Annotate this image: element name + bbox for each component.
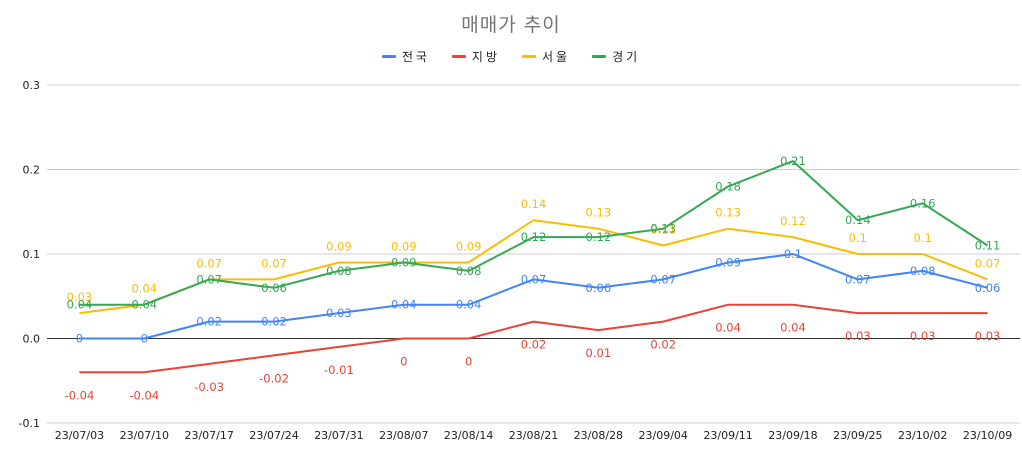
legend-label-1: 지방 <box>471 50 500 64</box>
data-label: 0.08 <box>456 264 482 278</box>
y-tick-label: 0.0 <box>23 333 41 346</box>
y-tick-label: 0.3 <box>23 79 41 92</box>
data-label: 0.09 <box>456 239 482 253</box>
data-label: 0.21 <box>780 154 806 168</box>
data-label: 0.02 <box>521 338 547 352</box>
data-label: 0.12 <box>780 214 806 228</box>
data-label: 0.06 <box>261 281 287 295</box>
data-label: 0.13 <box>715 206 741 220</box>
x-tick-label: 23/07/24 <box>249 429 298 442</box>
data-label: 0.03 <box>975 329 1001 343</box>
data-label: 0 <box>400 355 407 369</box>
data-label: -0.02 <box>259 371 289 385</box>
data-label: 0.07 <box>261 256 287 270</box>
data-label: 0.06 <box>975 281 1001 295</box>
data-label: 0.07 <box>975 256 1001 270</box>
data-label: 0.13 <box>586 206 612 220</box>
legend-swatch-3 <box>592 55 607 58</box>
series-line-1 <box>79 303 988 374</box>
data-label: 0.03 <box>910 329 936 343</box>
data-label: 0 <box>141 332 148 346</box>
data-label: 0 <box>76 332 83 346</box>
x-tick-label: 23/07/10 <box>120 429 169 442</box>
x-tick-label: 23/07/17 <box>184 429 233 442</box>
legend-swatch-1 <box>451 55 466 58</box>
data-label: 0.06 <box>586 281 612 295</box>
data-label: 0.08 <box>910 264 936 278</box>
data-label: 0.03 <box>67 290 93 304</box>
data-label: 0.07 <box>196 272 222 286</box>
x-tick-label: 23/07/31 <box>314 429 363 442</box>
data-label: 0.12 <box>521 230 547 244</box>
x-tick-label: 23/08/14 <box>444 429 493 442</box>
data-label: 0.09 <box>715 255 741 269</box>
legend-label-3: 경기 <box>612 50 641 64</box>
legend-item-1[interactable]: 지방 <box>451 48 500 65</box>
legend-label-0: 전국 <box>401 50 430 64</box>
data-label: 0.07 <box>521 272 547 286</box>
data-label: 0.04 <box>391 298 417 312</box>
x-tick-label: 23/09/11 <box>703 429 752 442</box>
series-line-0 <box>79 253 988 340</box>
data-label: 0.07 <box>650 272 676 286</box>
data-label: 0.04 <box>780 321 806 335</box>
y-tick-label: -0.1 <box>19 417 40 430</box>
legend-item-3[interactable]: 경기 <box>592 48 640 65</box>
legend-label-2: 서울 <box>542 50 571 64</box>
x-tick-label: 23/08/28 <box>574 429 623 442</box>
data-label: 0.02 <box>261 315 287 329</box>
legend-swatch-0 <box>381 55 396 58</box>
x-tick-label: 23/09/18 <box>768 429 817 442</box>
data-label: 0.04 <box>715 321 741 335</box>
data-label: 0.04 <box>131 298 157 312</box>
data-label: 0.09 <box>391 255 417 269</box>
data-label: 0.1 <box>849 231 867 245</box>
data-label: 0.04 <box>67 298 93 312</box>
legend-item-2[interactable]: 서울 <box>522 48 570 65</box>
data-label: -0.04 <box>129 388 159 402</box>
x-tick-label: 23/08/07 <box>379 429 428 442</box>
chart-title: 매매가 추이 <box>461 14 561 36</box>
data-label: 0.04 <box>456 298 482 312</box>
data-label: 0.09 <box>391 239 417 253</box>
series-line-3 <box>79 160 989 306</box>
legend-swatch-2 <box>522 55 536 58</box>
data-label: 0.18 <box>715 179 741 193</box>
data-label: 0.04 <box>131 282 157 296</box>
x-tick-label: 23/08/21 <box>509 429 558 442</box>
x-tick-label: 23/07/03 <box>55 429 104 442</box>
series-line-2 <box>79 219 988 315</box>
data-label: 0.03 <box>326 306 352 320</box>
data-label: 0.12 <box>586 230 612 244</box>
data-label: 0.11 <box>975 239 1001 253</box>
data-label: 0 <box>465 355 472 369</box>
data-label: -0.03 <box>194 380 224 394</box>
data-label: 0.14 <box>845 213 871 227</box>
data-label: 0.16 <box>910 196 936 210</box>
data-label: 0.13 <box>650 222 676 236</box>
legend-item-0[interactable]: 전국 <box>381 48 430 65</box>
data-label: 0.02 <box>196 315 222 329</box>
data-label: 0.07 <box>196 256 222 270</box>
data-label: 0.14 <box>521 197 547 211</box>
x-tick-label: 23/10/02 <box>898 429 947 442</box>
legend: 전국 지방 서울 경기 <box>0 48 1022 65</box>
data-label: -0.01 <box>324 363 354 377</box>
data-label: 0.11 <box>650 223 676 237</box>
data-label: 0.07 <box>845 272 871 286</box>
data-label: 0.02 <box>650 338 676 352</box>
data-label: 0.1 <box>914 231 932 245</box>
data-label: 0.08 <box>326 264 352 278</box>
data-label: 0.09 <box>326 239 352 253</box>
data-label: 0.01 <box>586 346 612 360</box>
data-label: 0.1 <box>784 247 802 261</box>
x-tick-label: 23/10/09 <box>963 429 1012 442</box>
y-tick-label: 0.1 <box>23 248 41 261</box>
x-tick-label: 23/09/25 <box>833 429 882 442</box>
data-label: 0.03 <box>845 329 871 343</box>
y-tick-label: 0.2 <box>23 164 41 177</box>
x-tick-label: 23/09/04 <box>639 429 688 442</box>
data-label: -0.04 <box>65 388 95 402</box>
